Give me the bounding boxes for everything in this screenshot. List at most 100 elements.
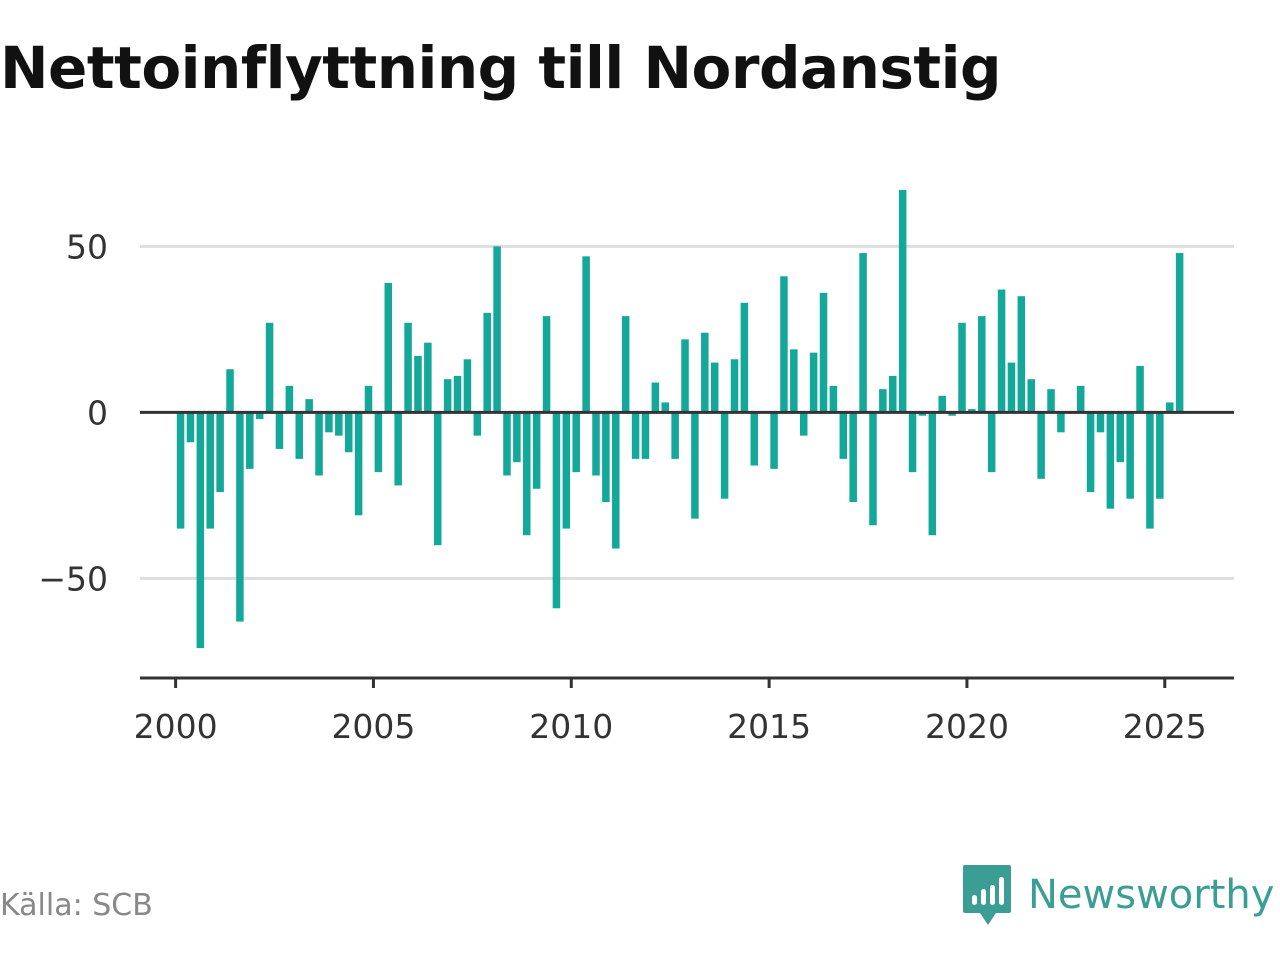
x-tick-label: 2020 [925, 707, 1009, 746]
bar [631, 412, 640, 459]
bar [1047, 389, 1055, 413]
bar [305, 399, 313, 413]
bars [176, 189, 1184, 649]
bar [859, 253, 867, 413]
bar [354, 412, 363, 516]
bar [246, 412, 254, 469]
bar [1116, 412, 1125, 463]
bar [869, 412, 877, 526]
bar [344, 412, 353, 453]
bar [710, 362, 719, 413]
bar [701, 332, 709, 413]
x-tick-label: 2025 [1123, 707, 1207, 746]
bar [453, 375, 462, 413]
bar [1096, 412, 1105, 433]
axes [140, 410, 1234, 688]
bar [621, 316, 630, 413]
bar [1057, 412, 1065, 433]
bar [384, 282, 393, 413]
y-tick-label: −50 [38, 559, 108, 598]
bar [473, 412, 482, 436]
bar [691, 412, 699, 519]
bar [750, 412, 759, 466]
bar [1037, 412, 1045, 479]
bar [275, 412, 284, 449]
bar [671, 412, 679, 459]
bar [523, 412, 531, 536]
bar [1017, 296, 1026, 413]
bar [1126, 412, 1134, 499]
bar [255, 412, 264, 420]
bar [463, 359, 472, 413]
bar [829, 385, 838, 413]
bar [889, 375, 897, 413]
bar [602, 412, 610, 503]
y-tick-label: 50 [66, 227, 108, 266]
x-tick-label: 2010 [529, 707, 613, 746]
bar [780, 276, 788, 413]
bar [770, 412, 778, 469]
bar [661, 402, 670, 413]
x-tick-label: 2005 [331, 707, 415, 746]
bar [1076, 385, 1085, 413]
bar [394, 412, 402, 486]
bar [236, 412, 244, 622]
bar [562, 412, 571, 529]
bar [1106, 412, 1115, 509]
bar [740, 302, 749, 413]
bar [879, 389, 887, 413]
newsworthy-icon [963, 865, 1011, 925]
bar [641, 412, 650, 459]
bar [295, 412, 304, 459]
bar [948, 412, 956, 416]
bar [790, 349, 798, 413]
x-tick-label: 2000 [134, 707, 218, 746]
y-tick-label: 0 [87, 393, 108, 432]
bar [325, 412, 333, 433]
bar [799, 412, 808, 436]
bar [1175, 253, 1184, 413]
bar [206, 412, 214, 529]
x-tick-label: 2015 [727, 707, 811, 746]
bar [997, 289, 1006, 413]
bar [987, 412, 996, 473]
bar [908, 412, 917, 473]
bar [1146, 412, 1154, 529]
bar [918, 412, 927, 416]
bar [958, 322, 966, 413]
bar [582, 256, 590, 413]
bar [1027, 379, 1035, 413]
bar [364, 385, 373, 413]
bar [443, 379, 452, 413]
bar [404, 322, 412, 413]
bar [681, 339, 689, 413]
bar [503, 412, 511, 476]
bar [730, 359, 739, 413]
bar [424, 342, 432, 413]
bar [592, 412, 600, 476]
bar [720, 412, 729, 499]
bar [938, 395, 946, 413]
bar [968, 409, 976, 413]
brand-name: Newsworthy [1028, 872, 1275, 918]
bar [1165, 402, 1174, 413]
tick-labels: 50 0 −50 2000 2005 2010 2015 2020 2025 [38, 227, 1206, 746]
bar [483, 312, 491, 413]
bar [374, 412, 383, 473]
bar [176, 412, 185, 529]
bar [651, 382, 660, 413]
brand-logo: Newsworthy [962, 862, 1274, 928]
bar [1156, 412, 1164, 499]
bar [928, 412, 937, 536]
bar [216, 412, 224, 493]
bar [819, 292, 828, 413]
bar [433, 412, 442, 546]
bar [1136, 365, 1144, 413]
bar [493, 246, 501, 413]
bar [1007, 362, 1016, 413]
bar [572, 412, 580, 473]
bar [513, 412, 521, 463]
gridlines [140, 244, 1234, 580]
source-note: Källa: SCB [0, 888, 153, 923]
bar [552, 412, 561, 609]
